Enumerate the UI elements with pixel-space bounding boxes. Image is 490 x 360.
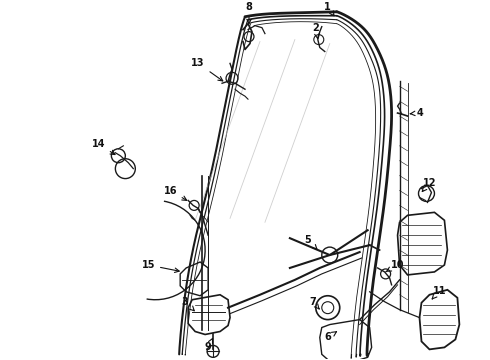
Text: 14: 14 <box>92 139 115 154</box>
Circle shape <box>322 247 338 263</box>
Text: 8: 8 <box>245 2 252 24</box>
Text: 9: 9 <box>205 338 213 352</box>
Text: 15: 15 <box>142 260 179 273</box>
Text: 6: 6 <box>324 332 337 342</box>
Text: 16: 16 <box>164 185 187 201</box>
Text: 5: 5 <box>304 235 317 249</box>
Text: 3: 3 <box>182 297 194 311</box>
Text: 4: 4 <box>410 108 423 118</box>
Text: 2: 2 <box>313 23 319 39</box>
Text: 12: 12 <box>422 177 436 192</box>
Text: 1: 1 <box>324 2 334 16</box>
Text: 7: 7 <box>309 297 319 309</box>
Text: 11: 11 <box>432 286 446 299</box>
Text: 13: 13 <box>192 58 223 81</box>
Text: 10: 10 <box>386 260 404 272</box>
